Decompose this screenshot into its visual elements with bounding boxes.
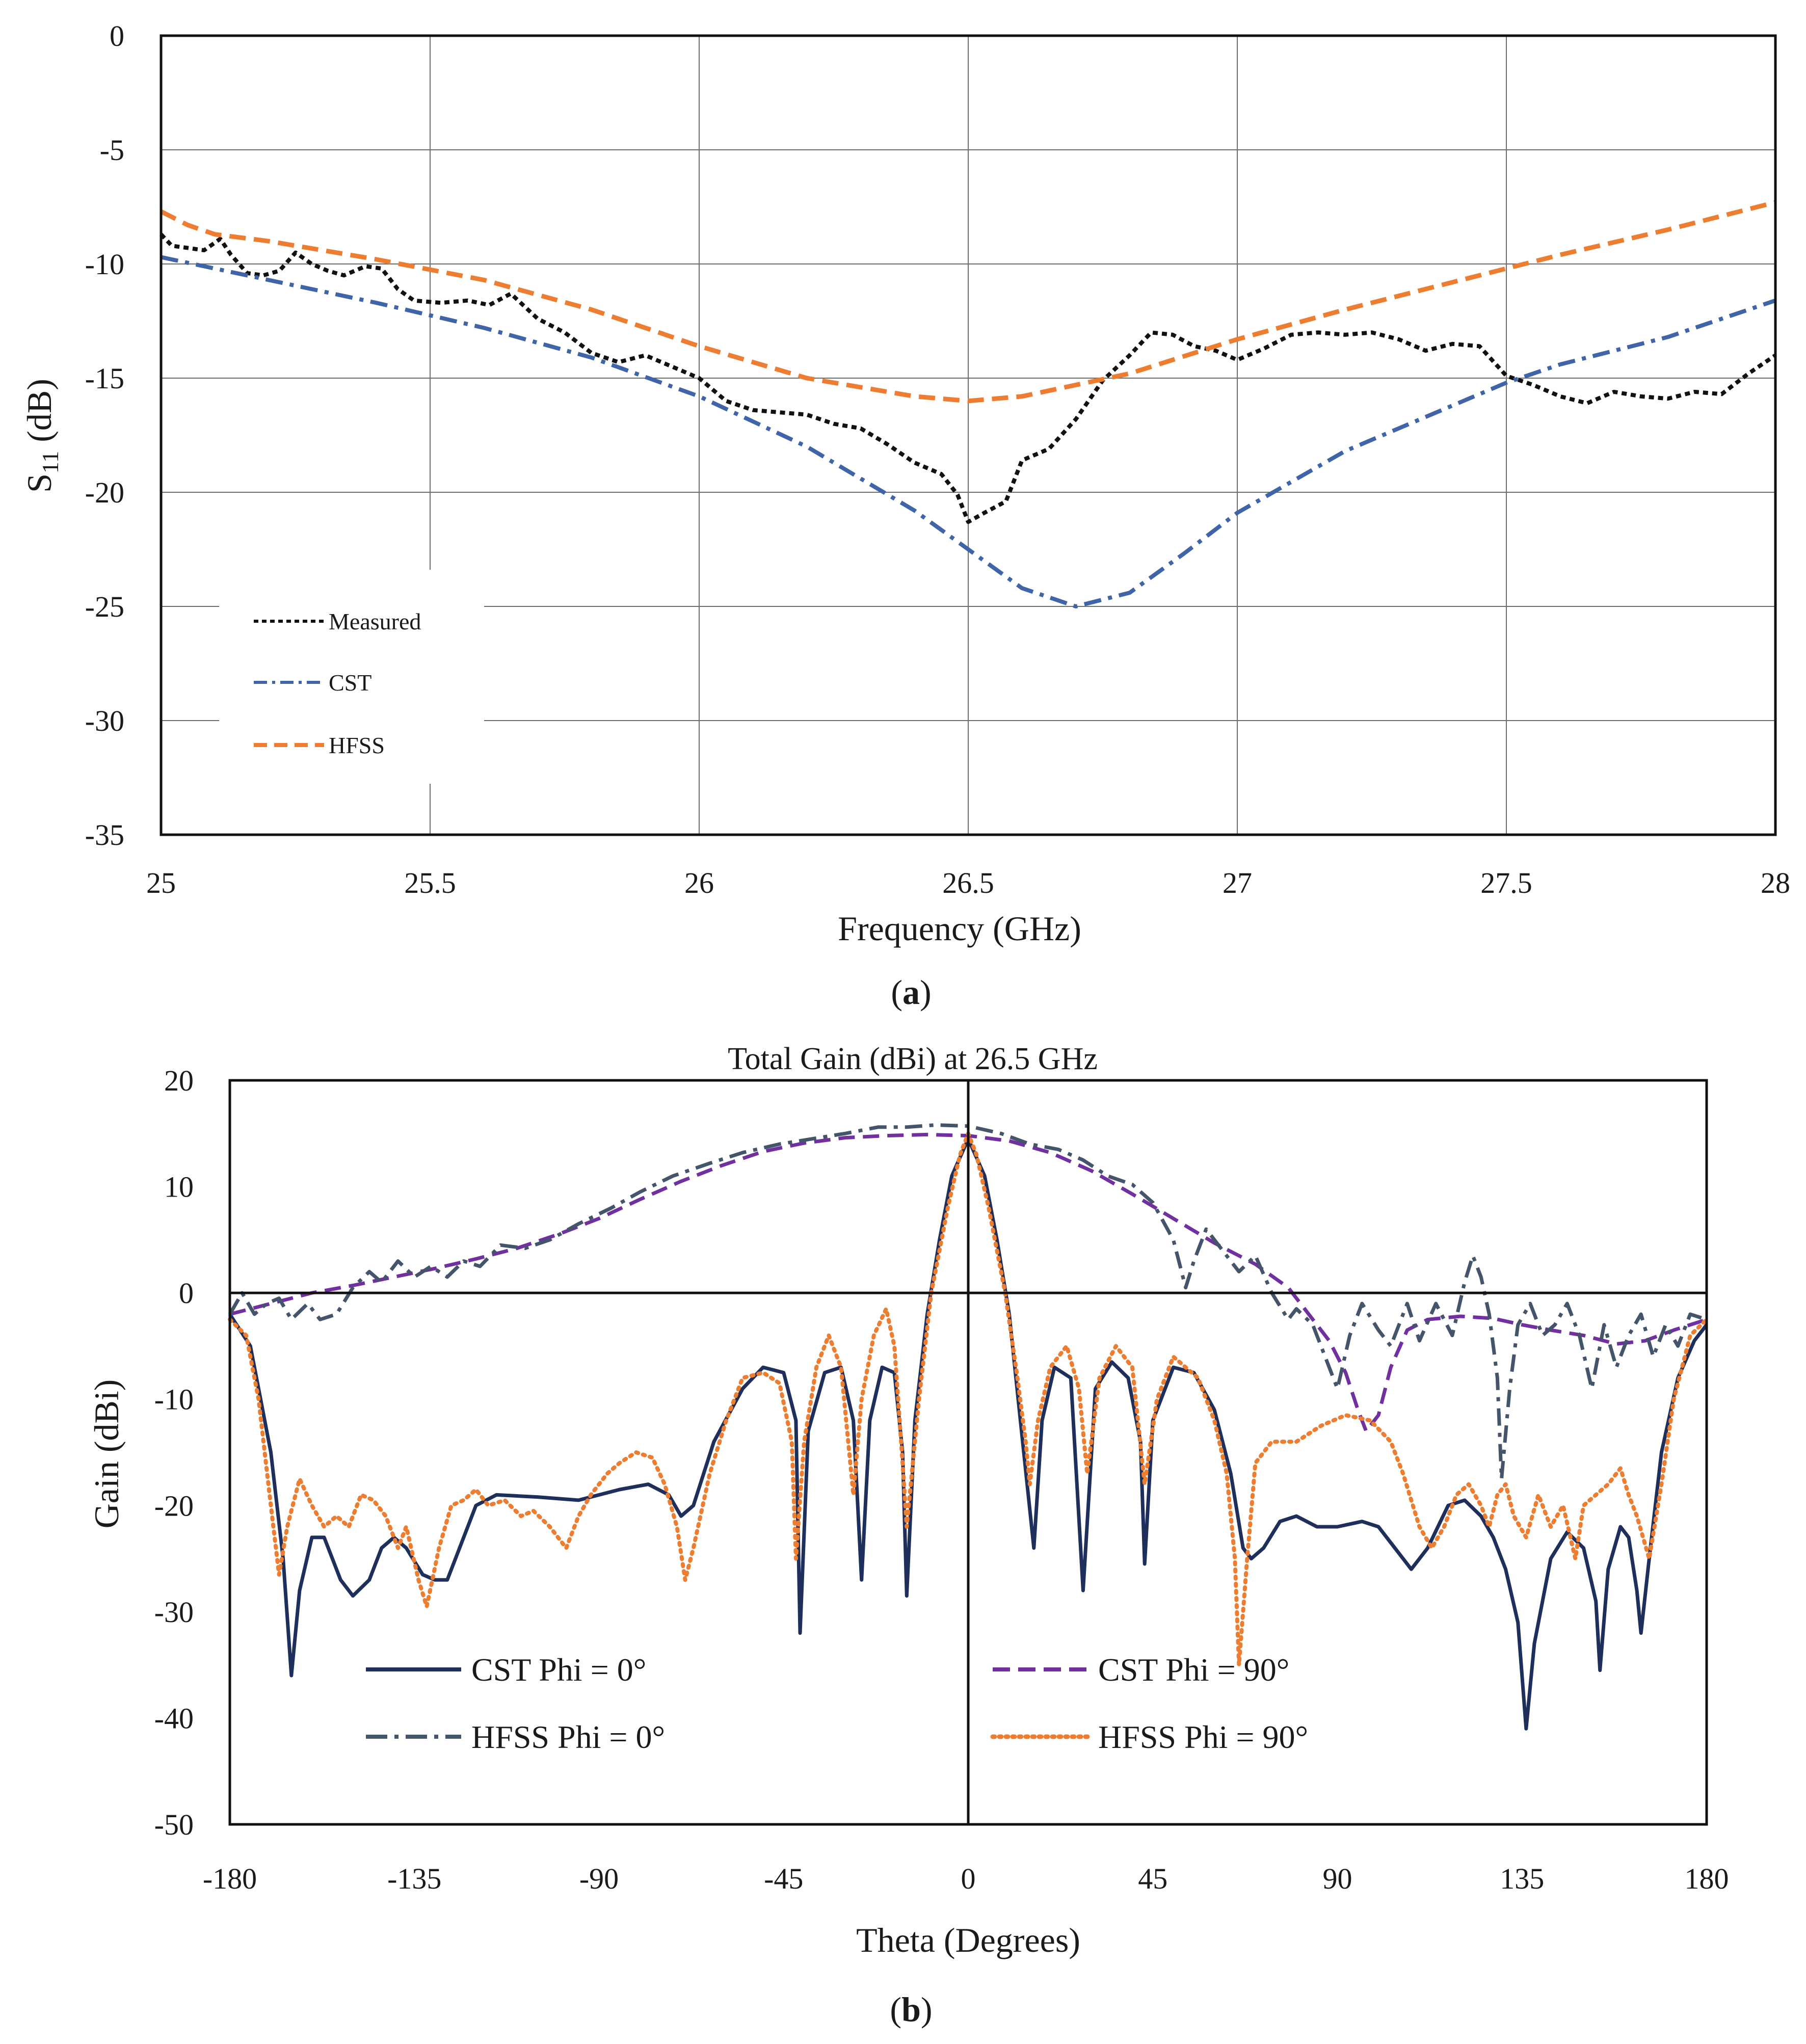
chart-a-gridlines: [161, 35, 1776, 835]
chart-a-series-group: [160, 200, 1777, 608]
chart-a-x-tick-label: 27: [1223, 866, 1252, 899]
chart-a-y-tick-label: -5: [100, 134, 124, 167]
chart-a-x-tick-label: 27.5: [1480, 866, 1532, 899]
chart-a-x-tick-label: 25: [146, 866, 176, 899]
chart-a-y-tick-label: -35: [85, 818, 124, 852]
chart-b-y-tick-label: 20: [164, 1064, 194, 1097]
series-line-cst-phi-90: [229, 1132, 1708, 1433]
chart-b-y-tick-label: 0: [179, 1277, 194, 1310]
chart-b-x-tick-label: -45: [764, 1862, 803, 1895]
chart-b-x-axis-label: Theta (Degrees): [856, 1921, 1080, 1959]
chart-a-y-tick-label: 0: [110, 19, 124, 52]
chart-a-y-tick-label: -30: [85, 704, 124, 737]
chart-a-x-tick-label: 28: [1761, 866, 1790, 899]
chart-a-legend: Measured CST HFSS: [219, 570, 484, 784]
chart-b-x-tick-label: -135: [387, 1862, 441, 1895]
chart-b-gain-pattern: Total Gain (dBi) at 26.5 GHz -180 -135 -90…: [87, 1042, 1729, 2029]
series-line-measured: [160, 233, 1777, 524]
chart-b-x-tick-label: 90: [1323, 1862, 1352, 1895]
series-line-hfss-phi-0: [228, 1123, 1708, 1481]
chart-b-y-tick-label: 10: [164, 1171, 194, 1204]
chart-b-y-tick-label: -30: [154, 1596, 194, 1629]
chart-a-y-ticks: 0 -5 -10 -15 -20 -25 -30 -35: [85, 19, 124, 852]
legend-label-hfss-phi0: HFSS Phi = 0°: [471, 1719, 665, 1755]
chart-b-y-ticks: 20 10 0 -10 -20 -30 -40 -50: [154, 1064, 194, 1841]
chart-b-x-ticks: -180 -135 -90 -45 0 45 90 135 180: [203, 1862, 1729, 1895]
series-line-hfss-phi-90: [228, 1131, 1709, 1667]
chart-a-y-tick-label: -25: [85, 590, 124, 623]
series-line-hfss: [160, 200, 1776, 404]
legend-label-hfss-phi90: HFSS Phi = 90°: [1098, 1719, 1308, 1755]
chart-a-s11: 25 25.5 26 26.5 27 27.5 28 0 -5 -10 -15 -20 -25 -30 -…: [20, 19, 1790, 1012]
chart-b-series-group: [228, 1123, 1709, 1731]
chart-b-x-tick-label: 0: [961, 1862, 976, 1895]
chart-a-caption: (a): [891, 973, 931, 1012]
chart-a-x-tick-label: 25.5: [404, 866, 456, 899]
chart-b-x-tick-label: -90: [579, 1862, 619, 1895]
chart-b-y-tick-label: -40: [154, 1702, 194, 1735]
chart-b-x-tick-label: -180: [203, 1862, 257, 1895]
chart-b-y-axis-label: Gain (dBi): [87, 1379, 126, 1529]
chart-b-y-tick-label: -50: [154, 1808, 194, 1841]
chart-b-title: Total Gain (dBi) at 26.5 GHz: [728, 1042, 1098, 1076]
legend-label-hfss: HFSS: [329, 732, 385, 758]
chart-a-y-axis-label: S11 (dB): [20, 379, 63, 493]
legend-label-cst: CST: [329, 670, 371, 696]
chart-b-caption: (b): [890, 1990, 932, 2029]
chart-b-x-tick-label: 45: [1138, 1862, 1167, 1895]
chart-a-x-axis-label: Frequency (GHz): [838, 909, 1081, 948]
chart-b-x-tick-label: 135: [1500, 1862, 1544, 1895]
chart-b-legend: CST Phi = 0° HFSS Phi = 0° CST Phi = 90°…: [366, 1652, 1308, 1755]
chart-a-x-ticks: 25 25.5 26 26.5 27 27.5 28: [146, 866, 1790, 899]
series-line-cst: [161, 255, 1776, 608]
chart-a-y-tick-label: -10: [85, 248, 124, 281]
legend-label-measured: Measured: [329, 608, 421, 634]
chart-a-plot-frame: [160, 34, 1777, 836]
chart-a-x-tick-label: 26.5: [942, 866, 994, 899]
chart-b-x-tick-label: 180: [1685, 1862, 1729, 1895]
chart-a-y-tick-label: -15: [85, 362, 124, 395]
chart-a-x-tick-label: 26: [684, 866, 714, 899]
chart-a-y-tick-label: -20: [85, 476, 124, 509]
chart-b-y-tick-label: -10: [154, 1383, 194, 1416]
chart-b-y-tick-label: -20: [154, 1489, 194, 1522]
legend-label-cst-phi90: CST Phi = 90°: [1098, 1652, 1289, 1688]
legend-label-cst-phi0: CST Phi = 0°: [471, 1652, 646, 1688]
